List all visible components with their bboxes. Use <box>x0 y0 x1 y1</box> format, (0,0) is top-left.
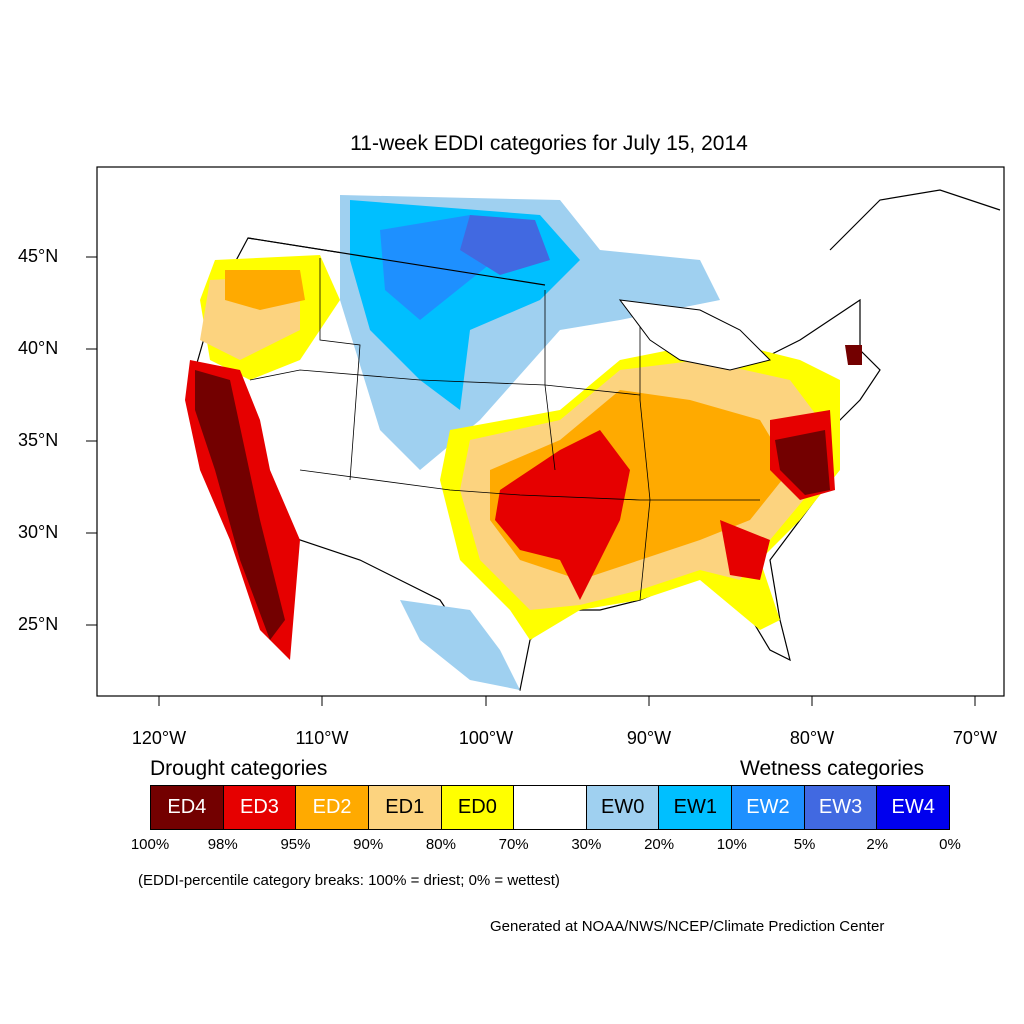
lat-label-25: 25°N <box>18 614 59 634</box>
dry-zone-ed4-california <box>195 370 285 640</box>
legend-box-ew4: EW4 <box>877 786 950 829</box>
legend-break-label: 5% <box>793 836 816 853</box>
dry-zone-ed3-central <box>495 430 630 600</box>
legend-break-label: 0% <box>939 836 961 853</box>
drought-heading: Drought categories <box>150 757 328 780</box>
lon-label-110: 110°W <box>295 728 349 748</box>
legend-box-ed2: ED2 <box>296 786 369 829</box>
dry-zone-ed3-southeast <box>720 520 770 580</box>
wet-zone-texas <box>400 600 520 690</box>
legend-box-ew3: EW3 <box>804 786 878 829</box>
legend-box-ed3: ED3 <box>223 786 297 829</box>
legend-break-label: 10% <box>716 836 747 853</box>
legend-break-label: 20% <box>644 836 675 853</box>
legend-break-label: 2% <box>866 836 889 853</box>
lat-label-45: 45°N <box>18 246 59 266</box>
legend-box-ew2: EW2 <box>732 786 805 829</box>
wet-zone-ew3 <box>460 215 550 275</box>
legend-break-label: 100% <box>130 836 170 853</box>
legend-break-label: 95% <box>280 836 311 853</box>
legend-box-ed4: ED4 <box>151 786 224 829</box>
legend-box-neutral <box>514 786 587 829</box>
legend-break-label: 30% <box>571 836 602 853</box>
legend-box-ed1: ED1 <box>368 786 442 829</box>
lon-label-80: 80°W <box>789 728 835 748</box>
lat-label-30: 30°N <box>18 522 59 542</box>
dry-zone-ed4-northeast <box>845 345 862 365</box>
legend-box-ew1: EW1 <box>659 786 733 829</box>
legend-bar: ED4 ED3 ED2 ED1 ED0 EW0 EW1 EW2 EW3 EW4 <box>150 785 950 830</box>
lat-label-35: 35°N <box>18 430 59 450</box>
category-note: (EDDI-percentile category breaks: 100% =… <box>138 872 560 889</box>
legend-break-label: 70% <box>498 836 529 853</box>
lon-label-70: 70°W <box>952 728 998 748</box>
legend-break-label: 90% <box>353 836 384 853</box>
map-title: 11-week EDDI categories for July 15, 201… <box>350 132 748 155</box>
lat-label-40: 40°N <box>18 338 59 358</box>
wetness-heading: Wetness categories <box>740 757 925 780</box>
legend-box-ew0: EW0 <box>586 786 660 829</box>
dry-zone-ed2-west <box>225 270 305 310</box>
legend-break-label: 98% <box>207 836 238 853</box>
dry-zone-ed4-midatlantic <box>775 430 830 495</box>
credit-line: Generated at NOAA/NWS/NCEP/Climate Predi… <box>490 918 885 935</box>
legend-box-ed0: ED0 <box>441 786 515 829</box>
lon-label-90: 90°W <box>626 728 672 748</box>
lon-label-100: 100°W <box>458 728 514 748</box>
legend-break-label: 80% <box>425 836 456 853</box>
great-lakes <box>618 299 771 371</box>
lon-label-120: 120°W <box>131 728 187 748</box>
